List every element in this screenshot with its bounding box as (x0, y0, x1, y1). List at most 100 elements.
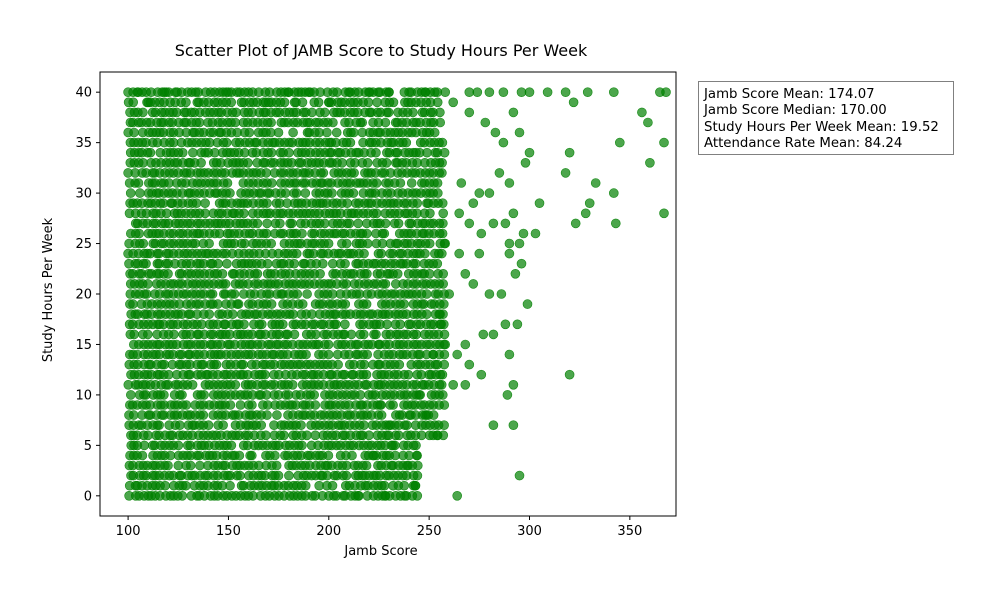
x-tick-label: 150 (216, 524, 241, 539)
scatter-point (143, 329, 153, 340)
scatter-point (266, 117, 276, 128)
scatter-point (159, 87, 169, 97)
scatter-point (395, 319, 406, 330)
scatter-point (349, 168, 359, 178)
scatter-point (440, 238, 451, 249)
scatter-point (239, 208, 249, 219)
scatter-point (438, 279, 449, 289)
scatter-point (203, 420, 214, 431)
scatter-point (420, 87, 430, 97)
scatter-point (181, 97, 191, 108)
scatter-point (301, 349, 311, 360)
scatter-point (163, 268, 173, 279)
stats-line-attendance-mean: Attendance Rate Mean: 84.24 (704, 135, 903, 151)
scatter-point (195, 460, 205, 471)
scatter-point (341, 279, 352, 289)
scatter-point (138, 158, 148, 168)
scatter-point (288, 127, 298, 138)
scatter-point (402, 460, 412, 471)
scatter-point (468, 279, 479, 289)
scatter-point (141, 258, 151, 269)
scatter-point (291, 188, 302, 198)
scatter-point (395, 178, 406, 188)
scatter-point (420, 248, 430, 259)
scatter-point (376, 410, 387, 420)
scatter-point (177, 147, 188, 158)
scatter-point (368, 450, 378, 461)
scatter-point (181, 480, 191, 491)
scatter-point (141, 289, 152, 299)
scatter-point (357, 117, 368, 128)
scatter-point (435, 107, 445, 118)
scatter-point (468, 198, 479, 208)
scatter-point (393, 218, 404, 229)
scatter-point (379, 480, 390, 491)
scatter-point (464, 107, 475, 118)
scatter-point (608, 188, 619, 198)
scatter-point (359, 420, 369, 431)
scatter-point (428, 349, 439, 360)
scatter-point (380, 279, 391, 289)
scatter-point (266, 178, 277, 188)
scatter-point (421, 289, 432, 299)
scatter-point (508, 379, 519, 390)
scatter-point (190, 238, 200, 249)
scatter-point (313, 97, 324, 108)
scatter-point (277, 319, 288, 330)
scatter-point (608, 87, 619, 97)
scatter-point (275, 218, 285, 229)
scatter-point (145, 147, 156, 158)
scatter-point (490, 127, 501, 138)
scatter-point (524, 87, 535, 97)
scatter-point (310, 400, 321, 410)
scatter-point (448, 97, 459, 108)
scatter-point (247, 400, 257, 410)
scatter-point (211, 359, 222, 370)
scatter-point (580, 208, 591, 219)
scatter-point (341, 238, 352, 249)
scatter-point (435, 117, 446, 128)
scatter-point (436, 248, 447, 259)
scatter-point (199, 390, 209, 400)
scatter-point (346, 329, 357, 340)
scatter-point (341, 470, 352, 481)
scatter-point (270, 450, 280, 461)
scatter-point (331, 127, 342, 138)
scatter-point (355, 390, 366, 400)
scatter-point (362, 268, 372, 279)
scatter-point (262, 410, 272, 420)
scatter-point (454, 208, 465, 219)
scatter-point (439, 400, 450, 410)
scatter-point (188, 147, 198, 158)
scatter-point (135, 188, 145, 198)
y-axis-ticks: 0 5 10 15 20 25 30 35 40 (75, 86, 100, 504)
scatter-point (380, 490, 390, 501)
scatter-point (160, 480, 170, 491)
scatter-point (377, 238, 388, 249)
scatter-point (403, 369, 414, 380)
scatter-point (284, 470, 294, 481)
scatter-point (432, 430, 443, 441)
scatter-point (534, 198, 545, 208)
scatter-point (194, 117, 205, 128)
scatter-point (213, 258, 223, 269)
scatter-point (133, 178, 144, 188)
scatter-point (412, 198, 423, 208)
scatter-point (432, 178, 443, 188)
scatter-point (218, 420, 228, 431)
scatter-point (169, 329, 179, 340)
scatter-point (432, 97, 443, 108)
scatter-point (439, 349, 450, 360)
scatter-point (514, 238, 525, 249)
scatter-point (261, 228, 272, 239)
scatter-point (289, 258, 300, 269)
scatter-point (266, 299, 277, 309)
scatter-point (284, 147, 294, 158)
scatter-point (279, 430, 289, 441)
scatter-point (382, 319, 392, 330)
scatter-point (411, 440, 421, 451)
scatter-point (340, 299, 351, 309)
scatter-point (411, 329, 422, 340)
scatter-point (217, 268, 228, 279)
scatter-point (204, 238, 214, 249)
